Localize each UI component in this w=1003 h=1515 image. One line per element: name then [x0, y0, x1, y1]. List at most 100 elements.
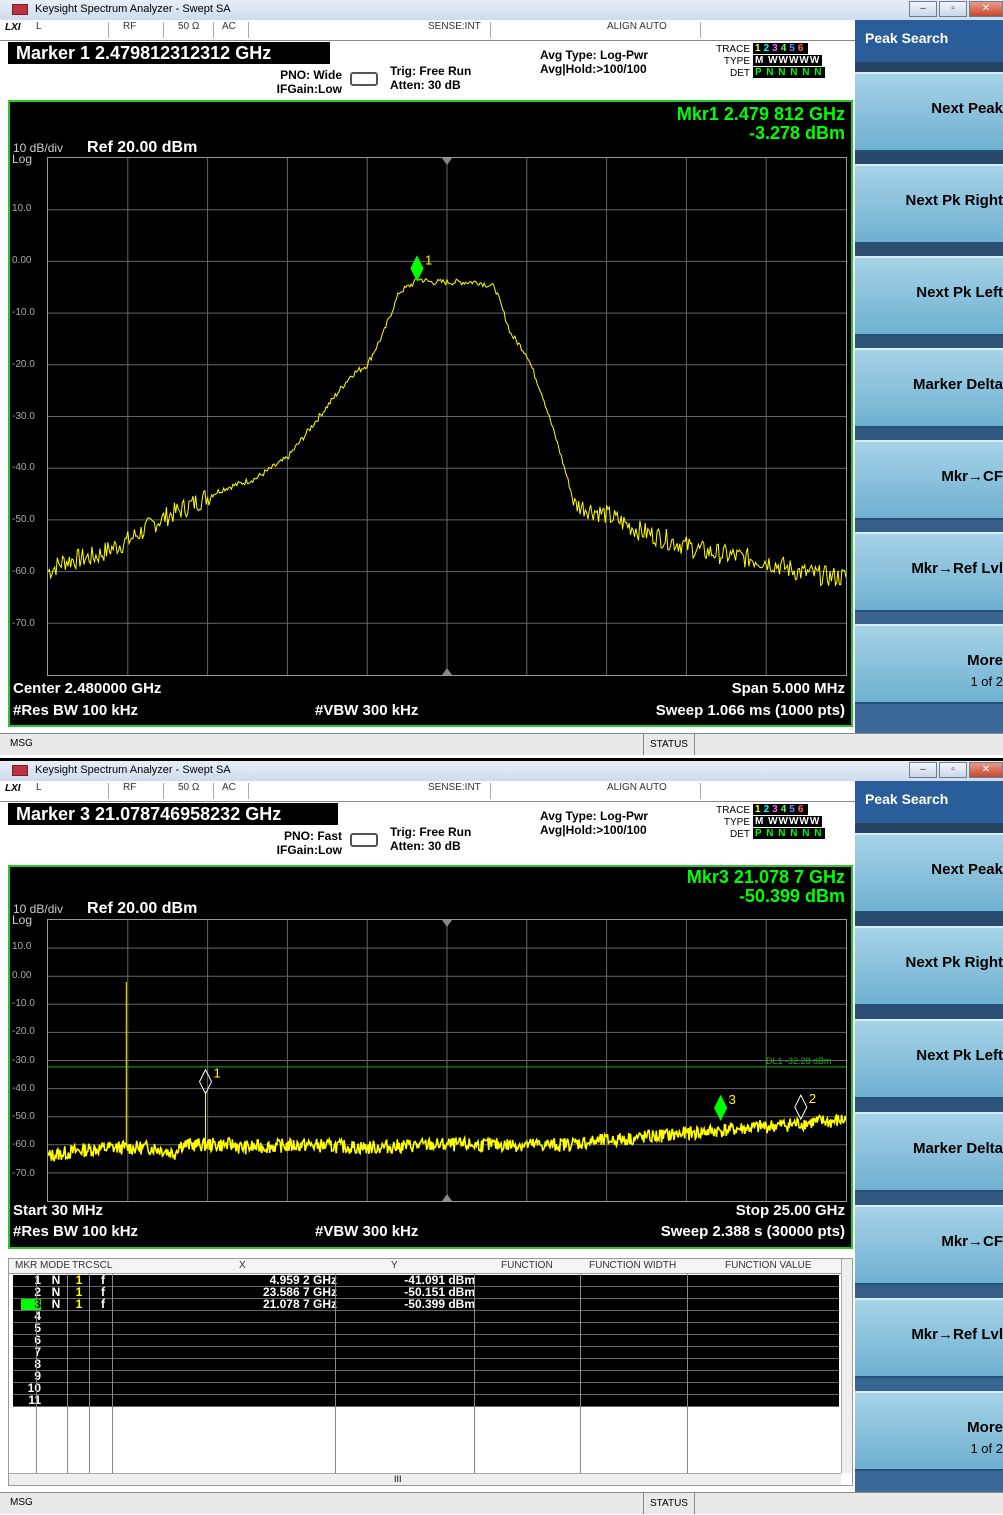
marker-readout: Mkr1 2.479 812 GHz -3.278 dBm: [676, 104, 845, 143]
more-button[interactable]: More 1 of 2: [855, 1391, 1003, 1471]
minimize-button[interactable]: –: [909, 762, 937, 778]
marker-cell-y: -41.091 dBm: [404, 1273, 475, 1287]
marker-number-label: 2: [809, 1091, 816, 1106]
center-bottom-marker: [442, 1194, 452, 1201]
mkr-to-cf-button[interactable]: Mkr→CF: [855, 1205, 1003, 1285]
marker-table-row[interactable]: 11: [13, 1394, 839, 1407]
trace-types: M WWWWW: [753, 55, 823, 66]
log-label: Log: [12, 913, 33, 927]
table-horizontal-scrollbar[interactable]: III: [9, 1473, 841, 1485]
status-label[interactable]: STATUS: [643, 1493, 695, 1514]
impedance-indicator: 50 Ω: [178, 21, 200, 32]
y-tick-label: -60.0: [12, 566, 35, 578]
rf-indicator: RF: [123, 21, 137, 32]
y-tick-label: -10.0: [12, 997, 35, 1009]
status-label[interactable]: STATUS: [643, 734, 695, 755]
trace-number: 1: [755, 804, 762, 815]
sense-indicator: SENSE:INT: [428, 21, 481, 32]
pno-toggle-icon[interactable]: [350, 72, 378, 86]
trace-detectors: P N N N N N: [753, 828, 825, 839]
next-pk-left-button[interactable]: Next Pk Left: [855, 1019, 1003, 1099]
marker-frequency-title: Marker 3 21.078746958232 GHz: [8, 803, 338, 825]
pno-toggle-icon[interactable]: [350, 833, 378, 847]
marker-table-row[interactable]: 3 N 1 f 21.078 7 GHz -50.399 dBm: [13, 1297, 839, 1311]
y-tick-label: -50.0: [12, 514, 35, 526]
marker-cell-mkr: 10: [27, 1381, 41, 1395]
marker-table-row[interactable]: 4: [13, 1310, 839, 1323]
spectrum-trace: [48, 1112, 846, 1162]
app-icon: [12, 4, 28, 15]
resolution-bandwidth: #Res BW 100 kHz: [13, 702, 139, 719]
close-button[interactable]: ✕: [969, 762, 1003, 778]
reference-level: 10 dB/div Ref 20.00 dBm: [13, 900, 198, 917]
center-top-marker: [442, 158, 452, 165]
softkey-menu-title: Peak Search: [855, 20, 1003, 62]
marker-table-row[interactable]: 7: [13, 1345, 839, 1359]
next-pk-right-button[interactable]: Next Pk Right: [855, 926, 1003, 1006]
sweep-time: Sweep 2.388 s (30000 pts): [660, 1223, 845, 1240]
y-tick-label: -70.0: [12, 618, 35, 630]
mkr-to-ref-lvl-button[interactable]: Mkr→Ref Lvl: [855, 532, 1003, 612]
softkey-panel: Peak Search Next Peak Next Pk Right Next…: [855, 781, 1003, 1492]
marker-table-row[interactable]: 8: [13, 1358, 839, 1371]
marker-table-header: MKR MODE TRC SCL X Y FUNCTION FUNCTION W…: [9, 1259, 852, 1274]
impedance-indicator: 50 Ω: [178, 782, 200, 793]
next-peak-button[interactable]: Next Peak: [855, 833, 1003, 913]
marker-diamond: [794, 1094, 808, 1121]
y-tick-label: -40.0: [12, 1082, 35, 1094]
marker-cell-mkr: 7: [34, 1345, 41, 1359]
coupling-indicator: AC: [222, 782, 236, 793]
stop-frequency: Stop 25.00 GHz: [735, 1202, 845, 1219]
trace-number: 5: [789, 43, 796, 54]
marker-cell-mkr: 3: [21, 1298, 41, 1310]
y-tick-label: -60.0: [12, 1139, 35, 1151]
more-button[interactable]: More 1 of 2: [855, 624, 1003, 704]
close-button[interactable]: ✕: [969, 1, 1003, 17]
spectrum-plot: DL1 -32.28 dBm 1 2 3: [48, 920, 846, 1201]
minimize-button[interactable]: –: [909, 1, 937, 17]
spectrum-display[interactable]: Mkr1 2.479 812 GHz -3.278 dBm 10 dB/div Re…: [8, 100, 853, 727]
mkr-to-cf-button[interactable]: Mkr→CF: [855, 440, 1003, 520]
spectrum-display[interactable]: Mkr3 21.078 7 GHz -50.399 dBm 10 dB/div Re…: [8, 865, 853, 1249]
y-tick-label: -50.0: [12, 1111, 35, 1123]
local-indicator: L: [36, 782, 42, 793]
settings-panel: LXI L RF 50 Ω AC SENSE:INT ALIGN AUTO Ma…: [0, 781, 1003, 863]
marker-table-row[interactable]: 5: [13, 1322, 839, 1335]
marker-table-row[interactable]: 10: [13, 1381, 839, 1395]
maximize-button[interactable]: ▫: [939, 762, 967, 778]
window-title: Keysight Spectrum Analyzer - Swept SA: [35, 3, 231, 15]
marker-table-row[interactable]: 9: [13, 1370, 839, 1383]
maximize-button[interactable]: ▫: [939, 1, 967, 17]
next-pk-right-button[interactable]: Next Pk Right: [855, 164, 1003, 244]
rf-indicator: RF: [123, 782, 137, 793]
trace-number: 6: [797, 43, 805, 54]
table-vertical-scrollbar[interactable]: [841, 1259, 852, 1473]
reference-level: 10 dB/div Ref 20.00 dBm: [13, 139, 198, 156]
marker-cell-x: 21.078 7 GHz: [262, 1297, 337, 1311]
next-pk-left-button[interactable]: Next Pk Left: [855, 256, 1003, 336]
marker-table-row[interactable]: 6: [13, 1333, 839, 1347]
window-title: Keysight Spectrum Analyzer - Swept SA: [35, 764, 231, 776]
y-tick-label: -10.0: [12, 306, 35, 318]
marker-cell-mkr: 6: [34, 1333, 41, 1347]
mkr-to-ref-lvl-button[interactable]: Mkr→Ref Lvl: [855, 1298, 1003, 1378]
trace-number: 5: [789, 804, 796, 815]
next-peak-button[interactable]: Next Peak: [855, 72, 1003, 152]
marker-table-row[interactable]: 1 N 1 f 4.959 2 GHz -41.091 dBm: [13, 1273, 839, 1287]
avg-type-label: Avg Type: Log-Pwr Avg|Hold:>100/100: [540, 809, 648, 837]
marker-table-row[interactable]: 2 N 1 f 23.586 7 GHz -50.151 dBm: [13, 1285, 839, 1299]
y-tick-label: -70.0: [12, 1167, 35, 1179]
marker-cell-y: -50.151 dBm: [404, 1285, 475, 1299]
marker-number-label: 1: [425, 252, 432, 267]
lxi-label: LXI: [5, 22, 21, 33]
y-tick-label: 10.0: [12, 941, 32, 953]
marker-delta-button[interactable]: Marker Delta: [855, 348, 1003, 428]
marker-diamond: [714, 1094, 728, 1121]
marker-number-label: 1: [214, 1066, 221, 1081]
y-tick-label: 0.00: [12, 254, 32, 266]
start-frequency: Start 30 MHz: [13, 1202, 104, 1219]
marker-delta-button[interactable]: Marker Delta: [855, 1112, 1003, 1192]
y-tick-label: -40.0: [12, 462, 35, 474]
